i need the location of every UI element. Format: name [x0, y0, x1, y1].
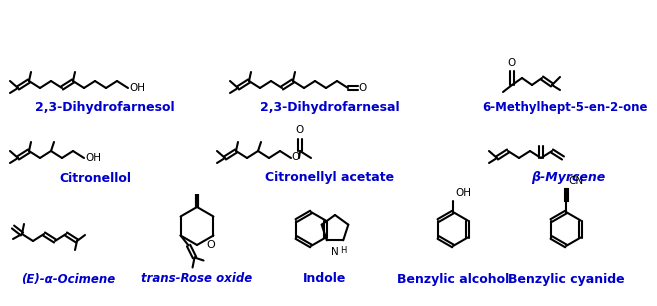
Text: H: H: [340, 246, 346, 255]
Text: Indole: Indole: [304, 273, 347, 285]
Text: 2,3-Dihydrofarnesal: 2,3-Dihydrofarnesal: [260, 102, 400, 114]
Text: O: O: [206, 240, 215, 249]
Text: trans-Rose oxide: trans-Rose oxide: [141, 273, 253, 285]
Text: β-Myrcene: β-Myrcene: [531, 171, 605, 185]
Text: CN: CN: [568, 176, 583, 186]
Text: 6-Methylhept-5-en-2-one: 6-Methylhept-5-en-2-one: [482, 102, 648, 114]
Text: Benzylic alcohol: Benzylic alcohol: [397, 273, 509, 285]
Text: O: O: [358, 83, 366, 93]
Text: Benzylic cyanide: Benzylic cyanide: [508, 273, 624, 285]
Text: OH: OH: [129, 83, 145, 93]
Text: Citronellol: Citronellol: [59, 171, 131, 185]
Text: 2,3-Dihydrofarnesol: 2,3-Dihydrofarnesol: [35, 102, 175, 114]
Text: O: O: [296, 125, 304, 135]
Text: N: N: [331, 247, 339, 257]
Text: Citronellyl acetate: Citronellyl acetate: [265, 171, 395, 185]
Text: OH: OH: [455, 188, 471, 198]
Text: O: O: [291, 152, 299, 162]
Text: (E)-α-Ocimene: (E)-α-Ocimene: [21, 273, 115, 285]
Text: OH: OH: [85, 153, 101, 163]
Text: O: O: [508, 58, 516, 68]
